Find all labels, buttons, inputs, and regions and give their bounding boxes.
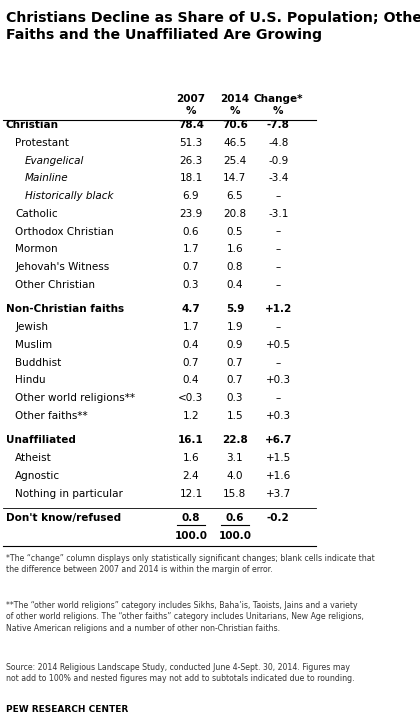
Text: -3.1: -3.1 — [268, 208, 289, 218]
Text: Christians Decline as Share of U.S. Population; Other
Faiths and the Unaffiliate: Christians Decline as Share of U.S. Popu… — [6, 11, 420, 42]
Text: 4.0: 4.0 — [227, 471, 243, 481]
Text: 1.7: 1.7 — [183, 244, 199, 254]
Text: 1.6: 1.6 — [183, 453, 199, 463]
Text: Source: 2014 Religious Landscape Study, conducted June 4-Sept. 30, 2014. Figures: Source: 2014 Religious Landscape Study, … — [6, 663, 354, 683]
Text: +0.3: +0.3 — [265, 411, 291, 421]
Text: +1.6: +1.6 — [265, 471, 291, 481]
Text: +1.5: +1.5 — [265, 453, 291, 463]
Text: 2014
%: 2014 % — [220, 94, 249, 116]
Text: Don't know/refused: Don't know/refused — [6, 513, 121, 523]
Text: <0.3: <0.3 — [178, 393, 204, 403]
Text: -0.2: -0.2 — [267, 513, 289, 523]
Text: 18.1: 18.1 — [179, 174, 202, 183]
Text: +6.7: +6.7 — [265, 436, 292, 446]
Text: Mormon: Mormon — [15, 244, 58, 254]
Text: Other faiths**: Other faiths** — [15, 411, 88, 421]
Text: 0.3: 0.3 — [183, 280, 199, 290]
Text: Non-Christian faiths: Non-Christian faiths — [6, 304, 124, 314]
Text: *The “change” column displays only statistically significant changes; blank cell: *The “change” column displays only stati… — [6, 554, 375, 575]
Text: 14.7: 14.7 — [223, 174, 247, 183]
Text: 2007
%: 2007 % — [176, 94, 205, 116]
Text: 1.9: 1.9 — [227, 322, 243, 332]
Text: 5.9: 5.9 — [226, 304, 244, 314]
Text: -4.8: -4.8 — [268, 138, 289, 148]
Text: -7.8: -7.8 — [267, 120, 290, 130]
Text: 0.7: 0.7 — [183, 262, 199, 272]
Text: 0.3: 0.3 — [227, 393, 243, 403]
Text: +3.7: +3.7 — [265, 488, 291, 498]
Text: –: – — [276, 191, 281, 201]
Text: Orthodox Christian: Orthodox Christian — [15, 226, 114, 236]
Text: 0.5: 0.5 — [227, 226, 243, 236]
Text: Mainline: Mainline — [25, 174, 68, 183]
Text: 22.8: 22.8 — [222, 436, 248, 446]
Text: 0.8: 0.8 — [182, 513, 200, 523]
Text: +0.3: +0.3 — [265, 376, 291, 386]
Text: 100.0: 100.0 — [174, 531, 207, 541]
Text: Nothing in particular: Nothing in particular — [15, 488, 123, 498]
Text: Evangelical: Evangelical — [25, 156, 84, 166]
Text: 15.8: 15.8 — [223, 488, 247, 498]
Text: 2.4: 2.4 — [183, 471, 199, 481]
Text: 26.3: 26.3 — [179, 156, 202, 166]
Text: –: – — [276, 226, 281, 236]
Text: 0.9: 0.9 — [227, 340, 243, 350]
Text: 25.4: 25.4 — [223, 156, 247, 166]
Text: 0.7: 0.7 — [227, 376, 243, 386]
Text: 1.5: 1.5 — [227, 411, 243, 421]
Text: 0.4: 0.4 — [183, 340, 199, 350]
Text: 4.7: 4.7 — [181, 304, 200, 314]
Text: Muslim: Muslim — [15, 340, 52, 350]
Text: 6.5: 6.5 — [227, 191, 243, 201]
Text: Agnostic: Agnostic — [15, 471, 60, 481]
Text: Other Christian: Other Christian — [15, 280, 95, 290]
Text: +0.5: +0.5 — [265, 340, 291, 350]
Text: 100.0: 100.0 — [218, 531, 252, 541]
Text: Protestant: Protestant — [15, 138, 69, 148]
Text: Catholic: Catholic — [15, 208, 58, 218]
Text: 12.1: 12.1 — [179, 488, 202, 498]
Text: 20.8: 20.8 — [223, 208, 247, 218]
Text: 0.7: 0.7 — [183, 358, 199, 368]
Text: 1.7: 1.7 — [183, 322, 199, 332]
Text: +1.2: +1.2 — [265, 304, 292, 314]
Text: –: – — [276, 358, 281, 368]
Text: –: – — [276, 322, 281, 332]
Text: 46.5: 46.5 — [223, 138, 247, 148]
Text: 0.4: 0.4 — [227, 280, 243, 290]
Text: Jewish: Jewish — [15, 322, 48, 332]
Text: –: – — [276, 244, 281, 254]
Text: Hindu: Hindu — [15, 376, 46, 386]
Text: 23.9: 23.9 — [179, 208, 202, 218]
Text: –: – — [276, 262, 281, 272]
Text: -3.4: -3.4 — [268, 174, 289, 183]
Text: 78.4: 78.4 — [178, 120, 204, 130]
Text: Atheist: Atheist — [15, 453, 52, 463]
Text: –: – — [276, 280, 281, 290]
Text: **The “other world religions” category includes Sikhs, Baha’is, Taoists, Jains a: **The “other world religions” category i… — [6, 600, 364, 633]
Text: 6.9: 6.9 — [183, 191, 199, 201]
Text: 0.8: 0.8 — [227, 262, 243, 272]
Text: 16.1: 16.1 — [178, 436, 204, 446]
Text: Historically black: Historically black — [25, 191, 113, 201]
Text: Change*
%: Change* % — [253, 94, 303, 116]
Text: -0.9: -0.9 — [268, 156, 288, 166]
Text: Jehovah's Witness: Jehovah's Witness — [15, 262, 110, 272]
Text: Buddhist: Buddhist — [15, 358, 62, 368]
Text: 0.6: 0.6 — [183, 226, 199, 236]
Text: 1.6: 1.6 — [227, 244, 243, 254]
Text: 0.7: 0.7 — [227, 358, 243, 368]
Text: 0.4: 0.4 — [183, 376, 199, 386]
Text: 3.1: 3.1 — [227, 453, 243, 463]
Text: 0.6: 0.6 — [226, 513, 244, 523]
Text: Other world religions**: Other world religions** — [15, 393, 135, 403]
Text: 1.2: 1.2 — [183, 411, 199, 421]
Text: Unaffiliated: Unaffiliated — [6, 436, 76, 446]
Text: PEW RESEARCH CENTER: PEW RESEARCH CENTER — [6, 705, 128, 714]
Text: 70.6: 70.6 — [222, 120, 248, 130]
Text: 51.3: 51.3 — [179, 138, 202, 148]
Text: –: – — [276, 393, 281, 403]
Text: Christian: Christian — [6, 120, 59, 130]
